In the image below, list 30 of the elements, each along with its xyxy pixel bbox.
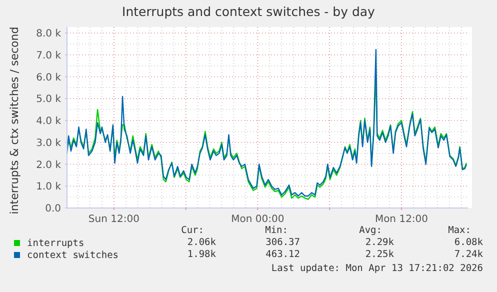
x-tick-label: Sun 12:00 bbox=[88, 214, 140, 225]
text: 1.98k bbox=[187, 249, 216, 260]
text: 2.06k bbox=[187, 237, 216, 248]
y-tick-label: 3.0 k bbox=[36, 138, 62, 149]
text: 7.24k bbox=[454, 249, 484, 260]
text: 2.29k bbox=[365, 237, 394, 248]
y-tick-label: 0.0 bbox=[45, 204, 61, 214]
text: 2.25k bbox=[365, 249, 394, 260]
text: 463.12 bbox=[266, 249, 300, 260]
text: Avg: bbox=[359, 225, 382, 236]
y-tick-label: 5.0 k bbox=[36, 94, 62, 106]
legend-label: context switches bbox=[27, 250, 119, 261]
text: Min: bbox=[265, 225, 288, 236]
legend-label: interrupts bbox=[27, 238, 84, 249]
chart-title: Interrupts and context switches - by day bbox=[122, 4, 376, 19]
y-tick-label: 2.0 k bbox=[36, 160, 62, 171]
x-tick-label: Mon 12:00 bbox=[374, 214, 428, 225]
x-tick-label: Mon 00:00 bbox=[231, 214, 284, 225]
y-tick-label: 8.0 k bbox=[36, 28, 62, 40]
y-tick-label: 1.0 k bbox=[36, 182, 62, 193]
text: Max: bbox=[448, 225, 471, 236]
text: Cur: bbox=[181, 225, 204, 236]
y-tick-label: 6.0 k bbox=[36, 72, 62, 84]
y-tick-label: 4.0 k bbox=[36, 116, 62, 127]
text: Last update: Mon Apr 13 17:21:02 2026 bbox=[271, 263, 484, 274]
text: 306.37 bbox=[266, 237, 300, 248]
y-tick-label: 7.0 k bbox=[36, 50, 62, 62]
text: 6.08k bbox=[454, 237, 484, 248]
line-series bbox=[66, 49, 467, 197]
y-axis-title: interrupts & ctx switches / second bbox=[8, 26, 21, 214]
